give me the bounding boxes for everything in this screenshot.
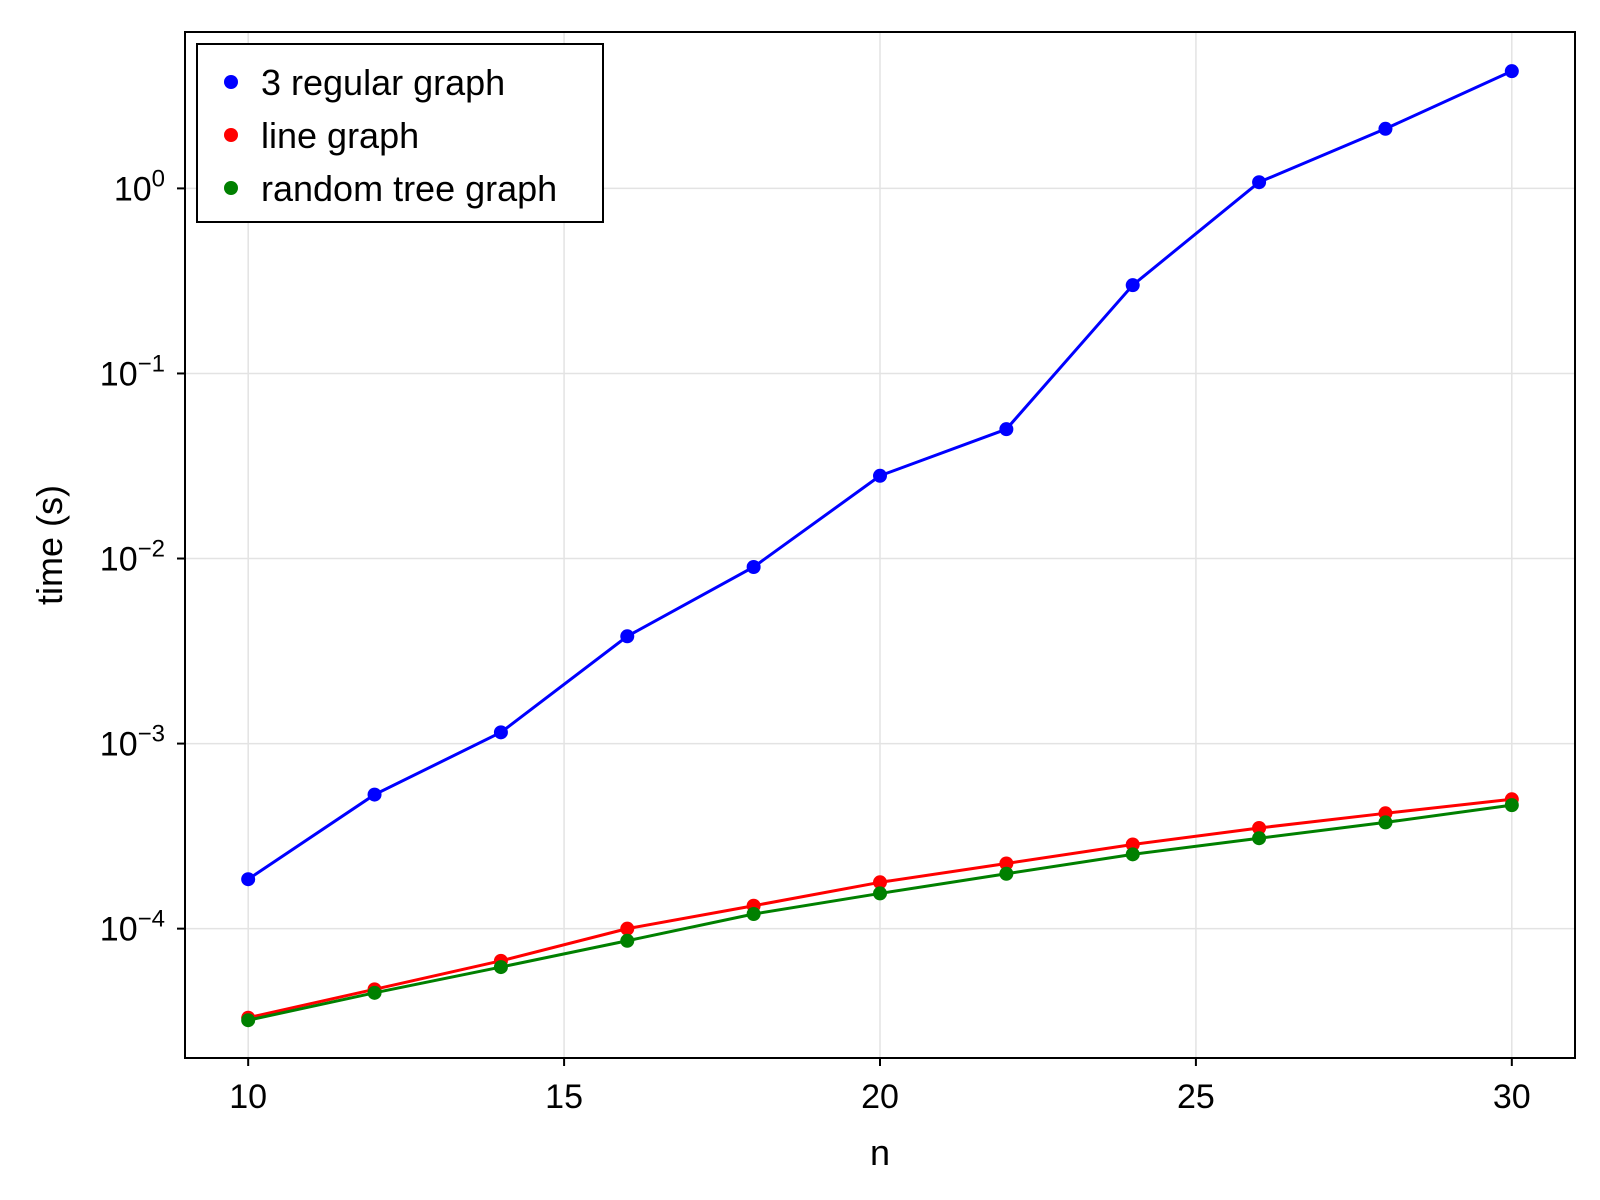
data-point bbox=[999, 422, 1014, 437]
legend-box bbox=[196, 43, 604, 223]
data-point bbox=[1252, 831, 1267, 846]
legend: 3 regular graph line graph random tree gra… bbox=[196, 43, 604, 223]
data-point bbox=[1504, 798, 1519, 813]
plot-series bbox=[241, 64, 1519, 1028]
data-point bbox=[873, 875, 887, 890]
data-point bbox=[746, 906, 761, 921]
data-point bbox=[493, 725, 508, 740]
legend-marker bbox=[224, 128, 238, 142]
series-0 bbox=[241, 64, 1519, 887]
data-point bbox=[493, 960, 508, 975]
y-axis-label: time (s) bbox=[29, 485, 70, 605]
x-tick-label: 15 bbox=[545, 1078, 583, 1116]
data-point bbox=[620, 933, 635, 948]
series-2 bbox=[241, 798, 1519, 1028]
legend-marker bbox=[224, 181, 238, 195]
data-point bbox=[999, 856, 1014, 871]
x-tick-label: 10 bbox=[229, 1078, 267, 1116]
legend-label: random tree graph bbox=[261, 168, 557, 209]
x-tick-label: 25 bbox=[1177, 1078, 1215, 1116]
x-tick-label: 30 bbox=[1493, 1078, 1531, 1116]
data-point bbox=[873, 886, 887, 901]
data-point bbox=[1252, 175, 1267, 190]
data-point bbox=[367, 985, 382, 1000]
y-tick-label: 10−3 bbox=[100, 721, 165, 764]
data-point bbox=[241, 872, 256, 887]
legend-marker bbox=[224, 75, 238, 89]
y-tick-label: 10−1 bbox=[100, 350, 165, 393]
data-point bbox=[873, 468, 887, 483]
data-point bbox=[1378, 121, 1393, 136]
data-point bbox=[1125, 837, 1140, 852]
data-point bbox=[1125, 847, 1140, 862]
data-point bbox=[367, 787, 382, 802]
y-tick-label: 100 bbox=[114, 165, 165, 208]
data-point bbox=[620, 921, 635, 936]
x-axis-label: n bbox=[870, 1132, 890, 1173]
y-tick-label: 10−4 bbox=[100, 906, 165, 949]
data-point bbox=[999, 866, 1014, 881]
data-point bbox=[746, 559, 761, 574]
data-point bbox=[241, 1013, 256, 1028]
axis-ticks: 10 15 20 25 30 10−4 10−3 10−2 10−1 100 bbox=[100, 165, 1531, 1116]
y-tick-label: 10−2 bbox=[100, 536, 165, 579]
data-point bbox=[1252, 820, 1267, 835]
data-point bbox=[1125, 278, 1140, 293]
data-point bbox=[620, 629, 635, 644]
data-point bbox=[1378, 815, 1393, 830]
x-tick-label: 20 bbox=[861, 1078, 899, 1116]
legend-label: 3 regular graph bbox=[261, 62, 505, 103]
data-point bbox=[1504, 64, 1519, 79]
legend-label: line graph bbox=[261, 115, 419, 156]
